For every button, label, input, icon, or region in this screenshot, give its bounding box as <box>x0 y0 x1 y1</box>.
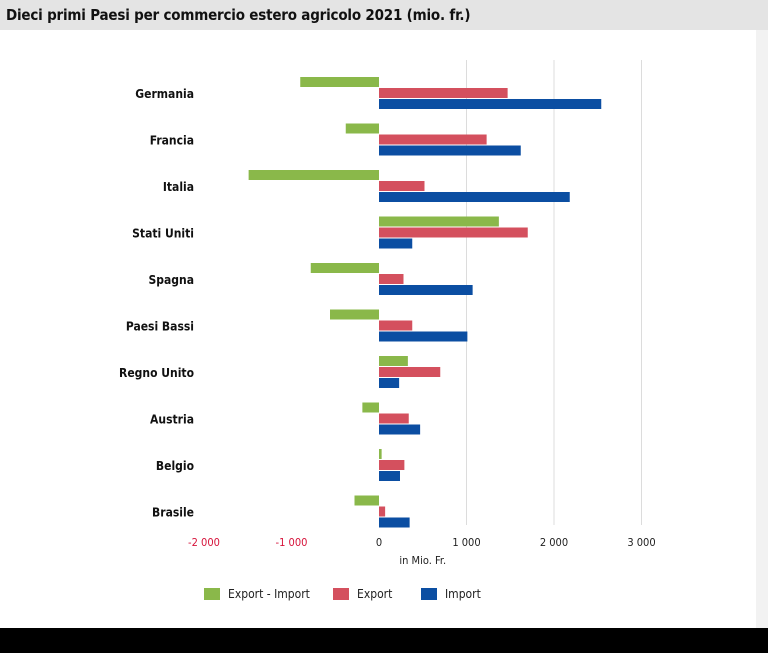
x-tick-label: 3 000 <box>627 536 655 549</box>
bar-import <box>379 471 400 481</box>
bar-export-import <box>310 263 379 273</box>
bar-import <box>379 424 421 435</box>
bar-export <box>379 181 425 191</box>
bar-export-import <box>362 402 379 413</box>
category-label: Italia <box>163 180 194 194</box>
bar-import <box>379 517 410 528</box>
category-label: Stati Uniti <box>132 227 194 241</box>
category-label: Germania <box>135 87 194 101</box>
bar-import <box>379 238 413 249</box>
x-axis-title: in Mio. Fr. <box>399 554 446 567</box>
x-tick-label: -2 000 <box>188 536 220 549</box>
bar-import <box>379 378 400 388</box>
chart-title: Dieci primi Paesi per commercio estero a… <box>6 6 471 24</box>
bar-export-import <box>345 123 379 134</box>
x-tick-label: 1 000 <box>452 536 480 549</box>
bar-import <box>379 99 602 109</box>
category-label: Regno Unito <box>119 366 194 380</box>
bar-export-import <box>379 449 382 459</box>
legend-label: Export - Import <box>228 587 310 601</box>
legend-label: Import <box>445 587 481 601</box>
bar-export <box>379 227 528 238</box>
category-label: Belgio <box>156 459 194 473</box>
bar-export-import <box>354 495 379 506</box>
bar-export <box>379 460 405 470</box>
bar-export <box>379 367 441 377</box>
category-label: Austria <box>150 413 194 427</box>
category-label: Spagna <box>149 273 195 287</box>
legend-swatch <box>333 588 349 600</box>
category-label: Francia <box>150 134 194 148</box>
bar-import <box>379 331 468 342</box>
bar-export <box>379 134 487 145</box>
bar-export-import <box>379 356 408 366</box>
category-label: Paesi Bassi <box>126 320 194 334</box>
bottom-bar <box>0 628 768 653</box>
bar-export-import <box>379 216 499 227</box>
bar-export-import <box>248 170 379 180</box>
bar-export <box>379 413 409 424</box>
category-label: Brasile <box>152 506 194 520</box>
bar-export-import <box>300 77 379 87</box>
legend-label: Export <box>357 587 392 601</box>
x-tick-label: 2 000 <box>540 536 568 549</box>
x-tick-label: 0 <box>376 536 382 549</box>
x-tick-label: -1 000 <box>276 536 308 549</box>
title-bar: Dieci primi Paesi per commercio estero a… <box>0 0 768 30</box>
bar-export <box>379 506 386 517</box>
legend-swatch <box>204 588 220 600</box>
bar-export <box>379 88 508 98</box>
bar-export-import <box>330 309 379 320</box>
bar-import <box>379 285 473 295</box>
bar-export <box>379 320 413 331</box>
bar-export <box>379 274 404 284</box>
bar-import <box>379 145 521 156</box>
bar-import <box>379 192 570 202</box>
legend-swatch <box>421 588 437 600</box>
